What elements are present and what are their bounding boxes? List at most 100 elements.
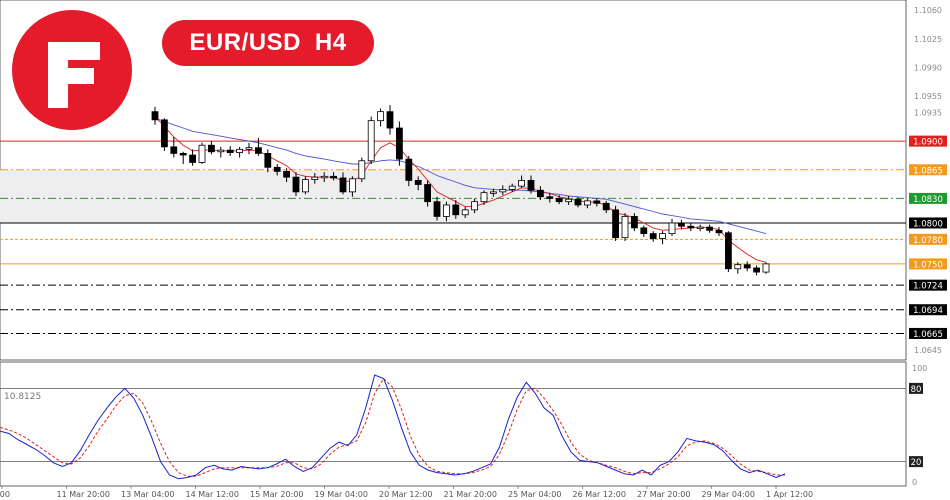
level-price-label: 1.0694 — [913, 306, 943, 316]
level-price-tag — [909, 164, 947, 176]
candle-body — [687, 225, 695, 229]
candle-body — [489, 191, 497, 194]
symbol-label: EUR/USD — [189, 29, 301, 56]
candle-body — [593, 200, 601, 204]
level-price-tag — [909, 192, 947, 204]
candle-body — [245, 147, 253, 150]
time-axis-tick: 29 Mar 04:00 — [702, 490, 755, 499]
candle-body — [518, 180, 525, 187]
candle-body — [743, 264, 751, 269]
candle-body — [292, 176, 300, 193]
candle-body — [706, 226, 713, 231]
candle-body — [584, 200, 591, 206]
candle-body — [395, 127, 403, 160]
time-axis-tick: 2:00 — [0, 490, 10, 499]
level-price-tag — [909, 233, 947, 245]
candle-body — [236, 148, 244, 153]
candle-body — [499, 189, 507, 193]
candle-body — [555, 198, 563, 203]
oscillator-axis-tick: 100 — [912, 364, 927, 373]
support-zone — [0, 169, 640, 223]
time-axis-tick: 19 Mar 04:00 — [315, 490, 368, 499]
oscillator-axis-tick: 0 — [912, 478, 917, 487]
candle-body — [753, 267, 760, 273]
time-axis-tick: 1 Apr 12:00 — [766, 490, 813, 499]
candle-body — [283, 171, 291, 178]
time-axis-tick: 21 Mar 20:00 — [444, 490, 497, 499]
level-price-label: 1.0830 — [913, 195, 943, 205]
candle-body — [264, 153, 272, 168]
indicator-value-label: 10.8125 — [4, 392, 42, 402]
level-price-label: 1.0724 — [913, 282, 943, 292]
oscillator-panel — [0, 361, 907, 487]
candle-body — [508, 185, 516, 190]
candle-body — [189, 154, 197, 163]
candle-body — [762, 263, 770, 273]
candle-body — [330, 175, 338, 179]
candle-body — [160, 119, 168, 148]
price-axis-tick: 1.0645 — [914, 346, 942, 355]
price-axis-tick: 1.0990 — [914, 63, 942, 72]
candle-body — [348, 178, 356, 193]
moving-average-slow — [154, 117, 767, 235]
candle-body — [734, 264, 742, 270]
candle-body — [198, 144, 206, 163]
symbol-badge: EUR/USD H4 — [162, 20, 374, 66]
level-price-tag — [909, 135, 947, 147]
candle-body — [179, 153, 187, 156]
candle-body — [565, 198, 572, 203]
candle-body — [386, 111, 394, 129]
time-axis-tick: 14 Mar 12:00 — [186, 490, 239, 499]
price-axis-tick: 1.1025 — [914, 35, 942, 44]
time-axis-tick: 27 Mar 20:00 — [637, 490, 690, 499]
time-axis-tick: 11 Mar 20:00 — [57, 490, 110, 499]
time-axis-tick: 20 Mar 12:00 — [379, 490, 432, 499]
candle-body — [574, 198, 582, 206]
candle-body — [527, 180, 535, 191]
stochastic-main-line — [0, 374, 786, 480]
level-price-label: 1.0750 — [913, 260, 943, 270]
candle-body — [405, 158, 413, 181]
level-price-label: 1.0900 — [913, 138, 943, 148]
level-price-label: 1.0800 — [913, 219, 943, 229]
timeframe-label: H4 — [314, 29, 347, 56]
candle-body — [414, 180, 422, 185]
level-price-tag — [909, 304, 947, 316]
time-axis-tick: 25 Mar 04:00 — [508, 490, 561, 499]
brand-logo — [10, 8, 134, 132]
candle-body — [433, 201, 441, 217]
candle-body — [254, 147, 262, 154]
candle-body — [217, 149, 225, 153]
candle-body — [339, 177, 347, 193]
level-price-label: 1.0665 — [913, 330, 943, 340]
candle-body — [377, 111, 385, 122]
candle-body — [442, 204, 450, 217]
candle-body — [696, 226, 704, 229]
candle-body — [631, 216, 638, 229]
level-price-tag — [909, 217, 947, 229]
candle-body — [668, 222, 676, 235]
candle-body — [170, 146, 178, 154]
candle-body — [452, 204, 460, 216]
oscillator-level-tag — [909, 382, 923, 394]
candle-body — [301, 179, 309, 193]
price-axis-tick: 1.0935 — [914, 108, 942, 117]
candle-body — [640, 227, 648, 235]
candle-body — [207, 144, 215, 153]
level-price-tag — [909, 327, 947, 339]
candle-body — [320, 175, 328, 179]
level-price-label: 1.0780 — [913, 236, 943, 246]
candle-body — [621, 216, 629, 239]
level-price-tag — [909, 279, 947, 291]
candle-body — [367, 120, 375, 162]
oscillator-level-tag — [909, 456, 923, 468]
candle-body — [461, 209, 469, 216]
candle-body — [480, 192, 488, 203]
candle-body — [659, 233, 666, 239]
candle-body — [273, 166, 281, 172]
time-axis-tick: 13 Mar 04:00 — [121, 490, 174, 499]
level-price-tag — [909, 258, 947, 270]
candle-body — [471, 201, 479, 211]
candle-body — [612, 209, 619, 239]
